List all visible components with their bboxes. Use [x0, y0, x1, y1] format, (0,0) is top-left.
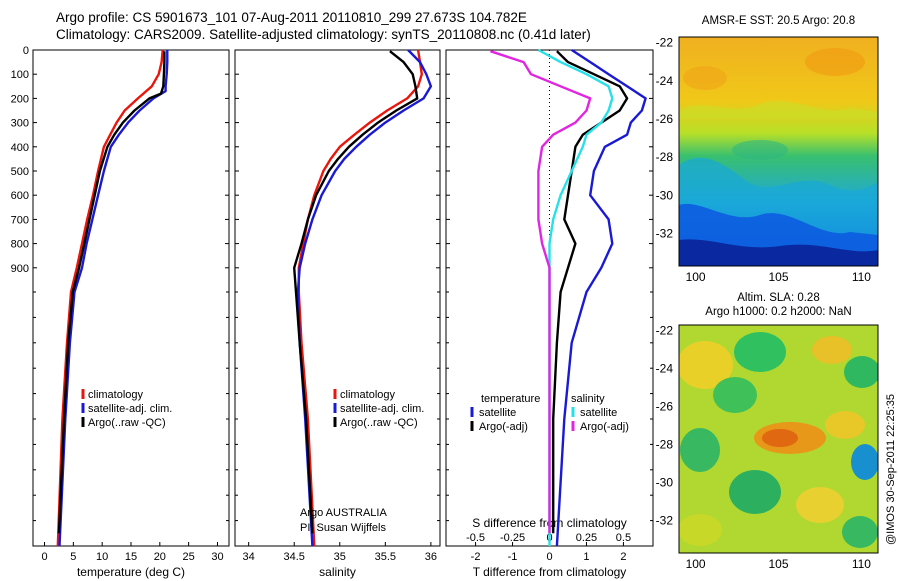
x-tick-label: 30: [211, 551, 223, 563]
x-tick-label: 10: [96, 551, 108, 563]
series-line-temperature-0: [56, 49, 164, 547]
x-tick-label: 34: [243, 551, 255, 563]
map-x-tick-label: 105: [768, 557, 788, 571]
sst-map-field: [679, 37, 878, 266]
sla-map-title-line2: Argo h1000: 0.2 h2000: NaN: [705, 306, 851, 318]
x-tick-label: 36: [425, 551, 437, 563]
map-x-tick-label: 100: [686, 270, 706, 284]
annotation-line: PI: Susan Wijffels: [300, 522, 386, 534]
map-y-tick-label: -22: [656, 36, 674, 50]
figure-title-line2: Climatology: CARS2009. Satellite-adjuste…: [56, 27, 591, 42]
x-tick-label: 5: [70, 551, 76, 563]
map-y-tick-label: -26: [656, 400, 674, 414]
y-tick-label: 900: [11, 263, 29, 275]
panel-frame-salinity: [234, 49, 441, 547]
x-tick-label: 35.5: [375, 551, 396, 563]
x-tick-label: 34.5: [284, 551, 305, 563]
y-tick-label: 200: [11, 93, 29, 105]
y-tick-label: 700: [11, 214, 29, 226]
map-y-tick-label: -30: [656, 188, 674, 202]
map-y-tick-label: -30: [656, 476, 674, 490]
x-tick-label: 0: [41, 551, 47, 563]
x-axis-label: temperature (deg C): [77, 565, 185, 579]
map-x-tick-label: 110: [852, 557, 871, 571]
credit-text: @IMOS 30-Sep-2011 22:25:35: [885, 394, 897, 545]
legend-label: satellite-adj. clim.: [88, 403, 172, 415]
map-y-tick-label: -24: [656, 362, 674, 376]
series-line-salinity-0: [297, 49, 423, 547]
map-y-tick-label: -32: [656, 227, 674, 241]
x-tick-label: 20: [154, 551, 166, 563]
x-tick-label: -1: [508, 551, 518, 563]
x-tick-label: 1: [583, 551, 589, 563]
s-tick-label: 0.25: [576, 532, 597, 544]
legend-label: satellite: [580, 407, 617, 419]
map-y-tick-label: -24: [656, 74, 674, 88]
legend-label: climatology: [88, 389, 144, 401]
y-tick-label: 0: [23, 45, 29, 57]
sst-map-title: AMSR-E SST: 20.5 Argo: 20.8: [702, 15, 855, 27]
figure-title-line1: Argo profile: CS 5901673_101 07-Aug-2011…: [56, 10, 527, 25]
x-tick-label: -2: [471, 551, 481, 563]
legend-label: Argo(..raw -QC): [340, 417, 418, 429]
map-y-tick-label: -32: [656, 514, 674, 528]
y-tick-label: 600: [11, 190, 29, 202]
x-tick-label: 2: [620, 551, 626, 563]
series-line-temperature-2: [57, 51, 166, 534]
y-tick-label: 800: [11, 239, 29, 251]
y-tick-label: 100: [11, 69, 29, 81]
map-y-tick-label: -22: [656, 324, 674, 338]
y-tick-label: 300: [11, 118, 29, 130]
annotation-line: Argo AUSTRALIA: [300, 507, 387, 519]
y-tick-label: 400: [11, 142, 29, 154]
map-x-tick-label: 100: [686, 557, 706, 571]
map-y-tick-label: -28: [656, 150, 674, 164]
x-axis-label: salinity: [319, 565, 356, 579]
s-tick-label: -0.25: [500, 532, 525, 544]
legend-heading-salinity: salinity: [571, 393, 605, 405]
map-x-tick-label: 105: [768, 270, 788, 284]
legend-heading-temperature: temperature: [481, 393, 540, 405]
series-line-salinity-2: [293, 50, 419, 534]
series-line-difference-3: [490, 50, 592, 534]
map-x-tick-label: 110: [852, 270, 871, 284]
sla-map-title-line1: Altim. SLA: 0.28: [737, 292, 819, 304]
series-line-difference-1: [552, 50, 629, 534]
map-y-tick-label: -28: [656, 438, 674, 452]
legend-label: Argo(-adj): [479, 421, 528, 433]
legend-label: Argo(-adj): [580, 421, 629, 433]
legend-label: climatology: [340, 389, 396, 401]
legend-label: satellite-adj. clim.: [340, 403, 424, 415]
legend-label: satellite: [479, 407, 516, 419]
y-tick-label: 500: [11, 166, 29, 178]
map-y-tick-label: -26: [656, 112, 674, 126]
s-tick-label: 0.5: [616, 532, 631, 544]
x-axis-label: T difference from climatology: [473, 565, 627, 579]
series-line-difference-0: [555, 48, 647, 547]
legend-label: Argo(..raw -QC): [88, 417, 166, 429]
x-tick-label: 25: [183, 551, 195, 563]
sla-map-field: [679, 325, 878, 553]
x-tick-label: 35: [334, 551, 346, 563]
x-tick-label: 15: [125, 551, 137, 563]
series-line-temperature-1: [58, 50, 169, 547]
series-line-salinity-1: [296, 49, 433, 547]
x-tick-label: 0: [546, 551, 552, 563]
s-tick-label: -0.5: [466, 532, 485, 544]
